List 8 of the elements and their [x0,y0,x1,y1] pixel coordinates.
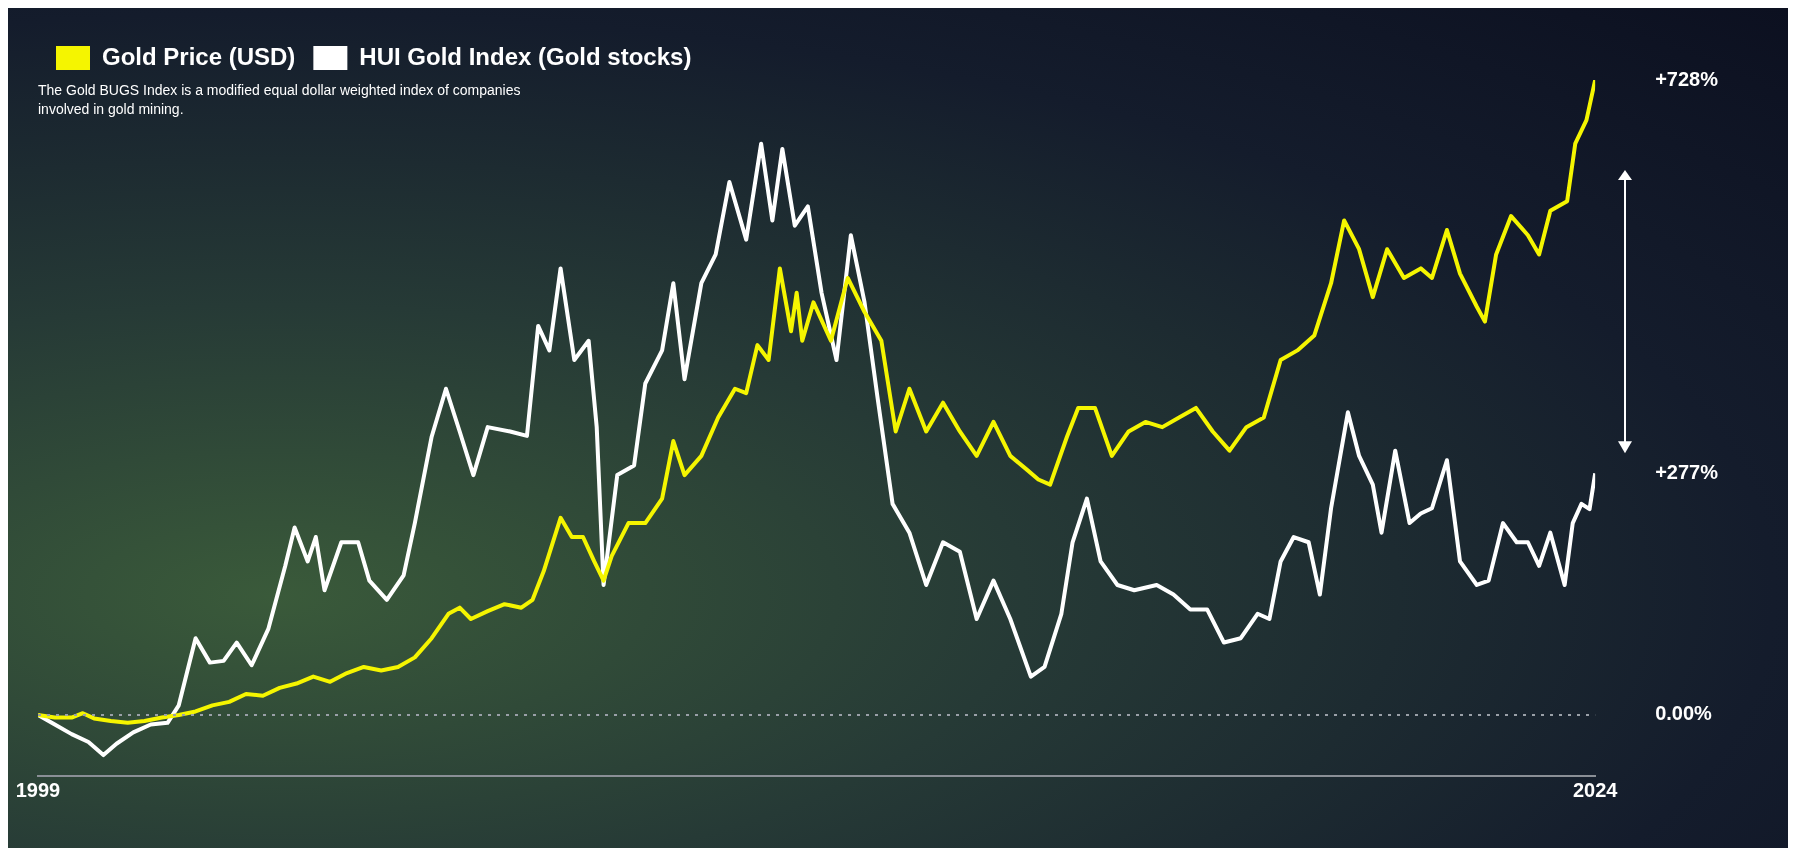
y-tick-label: +277% [1655,460,1719,483]
x-tick-label: 1999 [15,778,61,801]
y-tick-label: +728% [1655,67,1719,90]
legend-label: HUI Gold Index (Gold stocks) [359,42,692,70]
x-tick-label: 2024 [1572,778,1619,801]
legend-label: Gold Price (USD) [102,42,296,70]
annotation: The Gold BUGS Index is a modified equal dollar weighted index of companies involved in gold mining. [38,81,521,117]
y-tick-label: 0.00% [1655,702,1713,725]
